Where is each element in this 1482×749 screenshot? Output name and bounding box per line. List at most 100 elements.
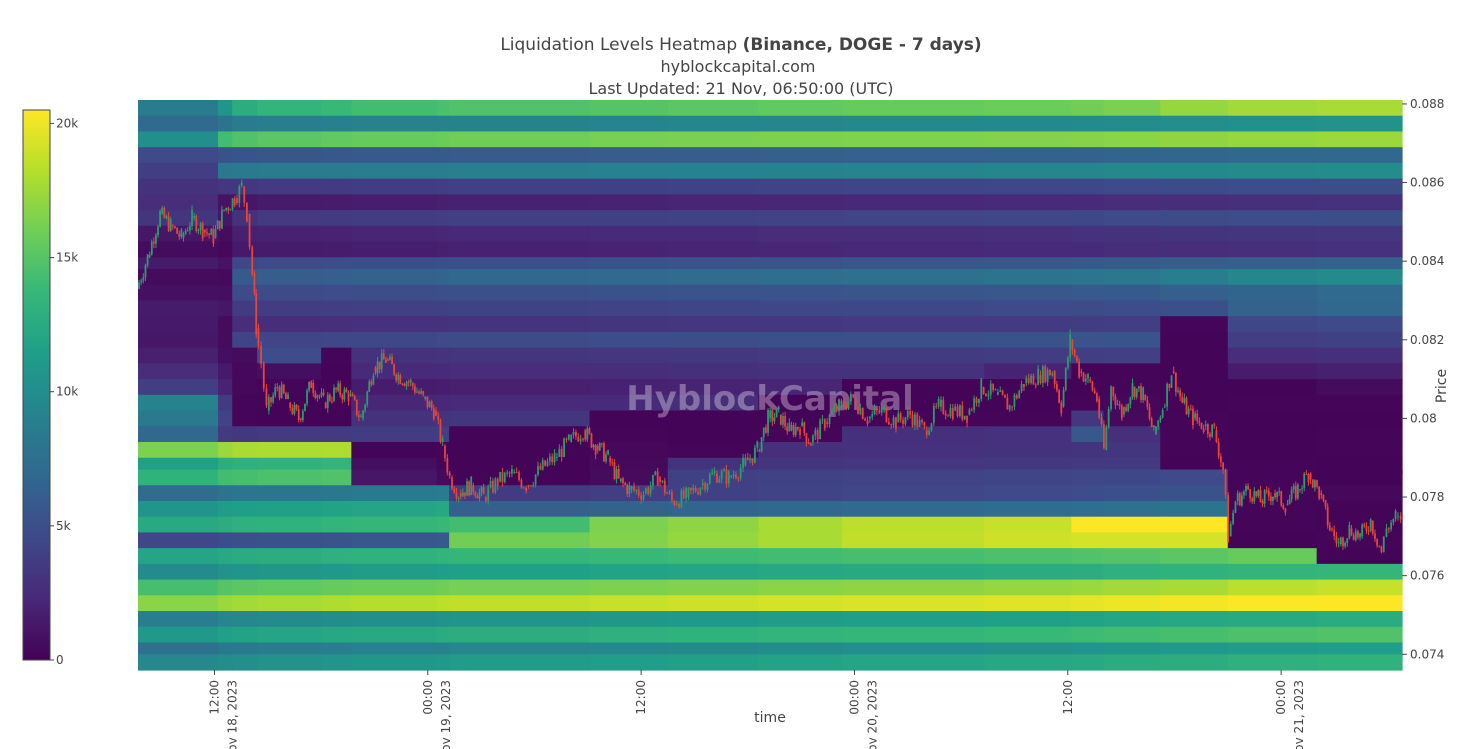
candle-body-down xyxy=(1363,524,1366,527)
heat-cell xyxy=(667,115,760,133)
heat-cell xyxy=(1227,654,1318,671)
heat-cell xyxy=(1316,241,1403,258)
heat-cell xyxy=(232,469,258,486)
heat-cell xyxy=(842,611,985,628)
heat-cell xyxy=(232,210,258,227)
candle-body-down xyxy=(1328,525,1331,531)
heat-cell xyxy=(758,316,843,333)
heat-cell xyxy=(667,426,760,443)
candle-body-down xyxy=(923,422,926,426)
heat-cell xyxy=(842,115,985,133)
candle-body-down xyxy=(1305,473,1308,475)
heat-cell xyxy=(218,347,233,364)
heat-cell xyxy=(667,147,760,164)
heat-cell xyxy=(138,269,219,286)
heat-cell xyxy=(842,178,985,195)
candle-body-down xyxy=(1103,424,1105,449)
candle-body-up xyxy=(1301,488,1303,490)
candle-body-down xyxy=(1091,381,1094,391)
x-tick-time: 12:00 xyxy=(1061,680,1075,715)
candle-body-down xyxy=(823,419,826,429)
heat-cell xyxy=(667,284,760,302)
heat-cell xyxy=(1227,100,1318,117)
heat-cell xyxy=(1071,626,1104,644)
candle-body-up xyxy=(1105,427,1108,450)
candle-body-up xyxy=(1020,383,1023,392)
heat-cell xyxy=(138,194,219,211)
candle-body-up xyxy=(165,216,168,218)
candle-body-down xyxy=(942,399,945,414)
heat-cell xyxy=(984,162,1072,180)
heat-cell xyxy=(257,611,322,628)
candle-body-up xyxy=(1236,493,1239,501)
heat-cell xyxy=(1316,131,1403,148)
heat-cell xyxy=(758,500,843,518)
candle-body-up xyxy=(186,230,189,232)
heat-cell xyxy=(218,284,233,302)
candle-body-down xyxy=(391,356,393,365)
heat-cell xyxy=(1227,595,1318,612)
heat-cell xyxy=(1071,100,1104,117)
heat-cell xyxy=(449,426,591,443)
candle-body-down xyxy=(1251,498,1254,502)
x-tick-time: 00:00 xyxy=(847,680,861,715)
candle-body-down xyxy=(243,186,246,203)
candle-body-down xyxy=(1015,395,1018,399)
heat-cell xyxy=(218,178,233,195)
candle-body-up xyxy=(1084,378,1087,382)
heat-cell xyxy=(1227,363,1318,380)
candle-body-down xyxy=(916,414,919,427)
candle-body-down xyxy=(520,479,523,488)
heat-cell xyxy=(257,442,322,459)
candle-body-up xyxy=(362,410,364,419)
candle-body-up xyxy=(1030,375,1032,383)
heat-cell xyxy=(232,363,258,380)
heat-cell xyxy=(138,532,219,549)
candle-body-down xyxy=(422,391,425,395)
heat-cell xyxy=(1316,654,1403,671)
heat-cell xyxy=(218,100,233,117)
heat-cell xyxy=(449,485,591,502)
candle-body-up xyxy=(706,483,709,491)
candle-body-down xyxy=(218,220,221,229)
heat-cell xyxy=(351,225,438,243)
heat-cell xyxy=(449,500,591,518)
heat-cell xyxy=(1316,563,1403,581)
heat-cell xyxy=(1160,532,1229,549)
candle-body-down xyxy=(1196,413,1199,421)
heat-cell xyxy=(321,426,352,443)
heat-cell xyxy=(1071,284,1104,302)
heat-cell xyxy=(436,500,450,518)
heat-cell xyxy=(589,611,669,628)
candle-body-down xyxy=(1185,398,1188,415)
heat-cell xyxy=(218,548,233,565)
candle-body-down xyxy=(539,466,542,470)
candle-body-down xyxy=(1280,491,1283,506)
heat-cell xyxy=(257,115,322,133)
candle-body-down xyxy=(464,492,466,496)
heat-cell xyxy=(449,100,591,117)
candle-body-up xyxy=(904,417,907,424)
heat-cell xyxy=(138,426,219,443)
candle-body-up xyxy=(368,381,371,392)
heat-cell xyxy=(232,347,258,364)
heat-cell xyxy=(321,442,352,459)
candle-body-down xyxy=(1311,479,1314,488)
heat-cell xyxy=(321,548,352,565)
price-candles xyxy=(138,179,1402,554)
candle-body-down xyxy=(1172,371,1175,373)
heat-cell xyxy=(218,654,233,671)
heat-cell xyxy=(436,194,450,211)
candle-body-down xyxy=(594,445,597,455)
heat-cell xyxy=(842,563,985,581)
heat-cell xyxy=(138,626,219,644)
heat-cell xyxy=(1227,115,1318,133)
heat-cell xyxy=(667,241,760,258)
heat-cell xyxy=(436,485,450,502)
candle-body-up xyxy=(1394,511,1397,520)
candle-body-up xyxy=(1041,366,1044,383)
heat-cell xyxy=(138,300,219,317)
candle-body-down xyxy=(1089,379,1092,382)
candle-body-up xyxy=(642,494,645,500)
candle-body-up xyxy=(821,419,824,421)
